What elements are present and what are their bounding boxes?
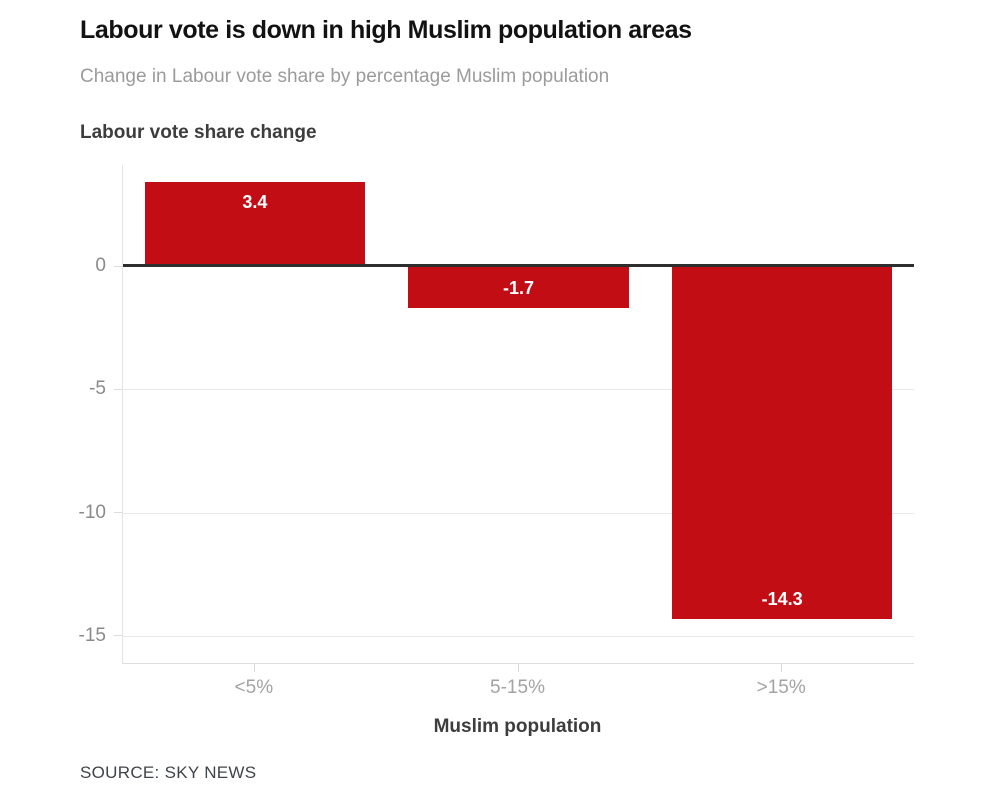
gridline bbox=[123, 389, 914, 391]
y-axis-tick bbox=[114, 635, 122, 637]
bar-value-label: -1.7 bbox=[502, 277, 534, 298]
y-tick-label: 0 bbox=[95, 255, 106, 277]
bar-<5%: 3.4 bbox=[144, 182, 365, 267]
y-axis-labels: 0 -5 -10 -15 bbox=[0, 165, 122, 663]
gridline bbox=[123, 635, 914, 637]
x-tick-label: >15% bbox=[756, 677, 806, 698]
y-axis-tick bbox=[114, 388, 122, 390]
y-axis-tick bbox=[114, 512, 122, 514]
page-subtitle: Change in Labour vote share by percentag… bbox=[80, 66, 610, 87]
page-title: Labour vote is down in high Muslim popul… bbox=[80, 16, 692, 44]
bar-value-label: -14.3 bbox=[761, 588, 803, 609]
x-axis-tick bbox=[517, 663, 519, 672]
y-axis-tick bbox=[114, 265, 122, 267]
x-axis-title: Muslim population bbox=[433, 716, 602, 737]
x-axis-labels: <5% 5-15% >15% bbox=[122, 663, 913, 707]
y-tick-label: -15 bbox=[78, 624, 106, 646]
source-credit: SOURCE: SKY NEWS bbox=[80, 763, 257, 782]
x-tick-label: <5% bbox=[234, 677, 274, 698]
gridline bbox=[123, 512, 914, 514]
y-tick-label: -5 bbox=[89, 378, 106, 400]
zero-baseline bbox=[123, 264, 914, 268]
x-axis-tick bbox=[253, 663, 255, 672]
bar-5-15%: -1.7 bbox=[408, 266, 629, 308]
x-tick-label: 5-15% bbox=[490, 677, 545, 698]
chart-axis-title: Labour vote share change bbox=[80, 122, 317, 143]
x-axis-tick bbox=[781, 663, 783, 672]
bar->15%: -14.3 bbox=[672, 266, 893, 619]
bar-value-label: 3.4 bbox=[242, 192, 268, 213]
plot-area: 3.4 -1.7 -14.3 bbox=[122, 165, 914, 664]
y-tick-label: -10 bbox=[78, 501, 106, 523]
